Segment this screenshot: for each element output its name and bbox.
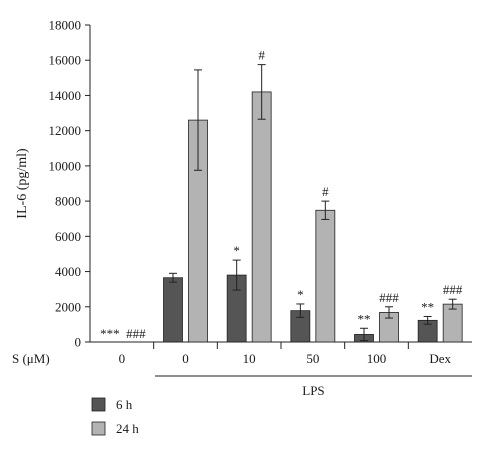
y-tick-label: 8000 <box>55 194 81 209</box>
significance-mark: *** <box>100 326 120 341</box>
group-label: LPS <box>302 383 324 398</box>
y-tick-label: 12000 <box>49 123 82 138</box>
legend-swatch-6h <box>91 397 106 412</box>
x-category-label: 10 <box>243 351 256 366</box>
legend-swatch-24h <box>91 421 106 436</box>
x-category-label: Dex <box>429 351 451 366</box>
x-category-label: 0 <box>182 351 189 366</box>
y-tick-label: 16000 <box>49 53 82 68</box>
significance-mark: # <box>258 48 265 63</box>
significance-mark: ** <box>421 299 434 314</box>
bar-24h <box>315 209 336 343</box>
x-category-label: 50 <box>306 351 319 366</box>
significance-mark: * <box>233 243 240 258</box>
bars: *** ### * # * # ** ### ** ### <box>100 48 463 343</box>
significance-mark: ### <box>126 326 146 341</box>
y-tick-label: 10000 <box>49 158 82 173</box>
axes: 0 2000 4000 6000 8000 10000 12000 14000 16000 180… <box>15 18 472 350</box>
x-category-label: 0 <box>119 351 126 366</box>
legend-label-24h: 24 h <box>116 421 139 436</box>
significance-mark: ### <box>379 290 399 305</box>
bar-24h <box>442 303 463 343</box>
y-tick-label: 6000 <box>55 229 81 244</box>
y-tick-label: 4000 <box>55 264 81 279</box>
legend-label-6h: 6 h <box>116 397 133 412</box>
legend: 6 h 24 h <box>91 397 139 436</box>
significance-mark: ** <box>358 311 371 326</box>
y-tick-label: 14000 <box>49 88 82 103</box>
y-tick-label: 2000 <box>55 299 81 314</box>
x-category-label: 100 <box>367 351 387 366</box>
significance-mark: * <box>297 287 304 302</box>
significance-mark: ### <box>443 282 463 297</box>
bar-6h <box>163 277 183 343</box>
y-axis-title: IL-6 (pg/ml) <box>15 148 30 219</box>
x-axis-labels: 0 0 10 50 100 Dex S (μM) LPS <box>12 351 472 398</box>
y-tick-label: 0 <box>75 335 82 350</box>
significance-mark: # <box>322 184 329 199</box>
y-tick-label: 18000 <box>49 18 82 33</box>
bar-24h <box>251 91 272 343</box>
x-row-label: S (μM) <box>12 351 50 366</box>
